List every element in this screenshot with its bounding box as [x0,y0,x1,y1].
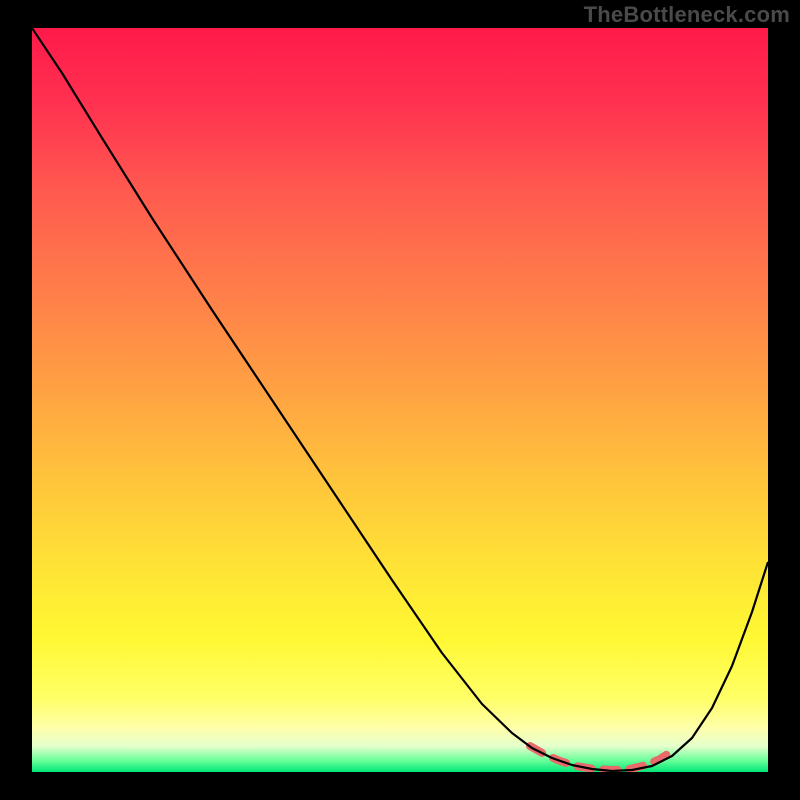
watermark-text: TheBottleneck.com [584,2,790,28]
curve-layer [32,28,768,772]
bottleneck-curve [32,28,768,771]
plot-area [32,28,768,772]
chart-container: TheBottleneck.com [0,0,800,800]
